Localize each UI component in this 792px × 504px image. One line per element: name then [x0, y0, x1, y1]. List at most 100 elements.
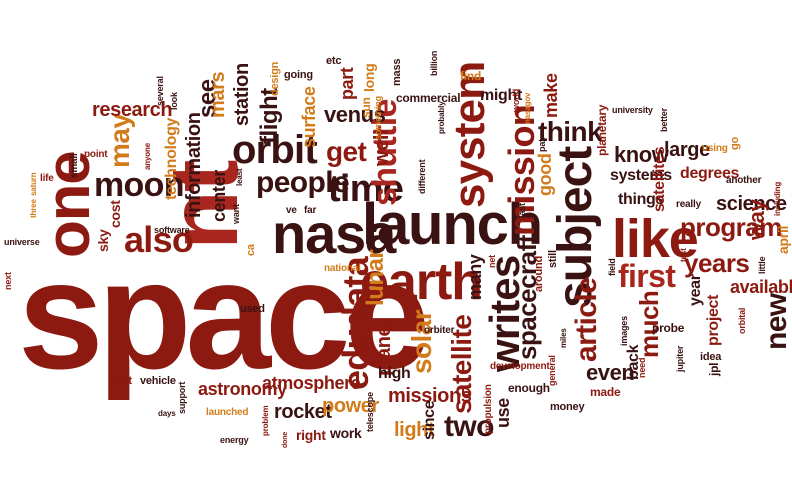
word-large: large — [664, 139, 710, 161]
word-think: think — [538, 116, 603, 147]
word-even: even — [586, 360, 635, 385]
word-done: done — [282, 431, 289, 448]
word-ve: ve — [286, 205, 297, 216]
word-test: test — [679, 248, 688, 262]
word-software: software — [154, 225, 190, 235]
word-look: look — [169, 92, 179, 110]
word-idea: idea — [700, 351, 722, 363]
word-go: go — [729, 137, 741, 150]
word-saturn: saturn — [29, 172, 38, 197]
word-orbit: orbit — [232, 128, 318, 172]
word-moon: moon — [94, 166, 185, 204]
word-project: project — [705, 294, 722, 346]
word-commercial: commercial — [396, 91, 461, 105]
word-things: things — [618, 191, 665, 208]
word-enough: enough — [508, 381, 550, 395]
word-design: design — [269, 61, 281, 96]
word-also: also — [124, 219, 194, 260]
word-sun: sun — [359, 97, 373, 118]
word-use: use — [493, 398, 513, 428]
word-flight: flight — [256, 88, 283, 144]
word-rocket: rocket — [274, 401, 332, 423]
word-may: may — [104, 113, 135, 168]
word-last: last — [517, 203, 527, 218]
word-might: might — [480, 87, 522, 104]
word-spacecraft: spacecraft — [512, 235, 542, 360]
word-going: going — [284, 69, 313, 81]
word-venus: venus — [324, 102, 386, 127]
word-made: made — [590, 385, 621, 399]
word-system: system — [445, 61, 494, 208]
word-different: different — [417, 159, 427, 194]
word-net: net — [487, 255, 497, 268]
word-station: station — [231, 63, 253, 126]
word-atmosphere: atmosphere — [262, 373, 361, 393]
word-jupiter: jupiter — [675, 345, 685, 372]
word-center: center — [209, 170, 229, 222]
word-many: many — [465, 254, 485, 300]
word-anyone: anyone — [143, 142, 152, 170]
word-billion: billion — [429, 50, 439, 76]
word-program: program — [680, 212, 782, 242]
word-using: using — [702, 143, 728, 154]
word-work: work — [330, 425, 362, 441]
word-good: good — [535, 153, 555, 196]
word-days: days — [158, 409, 176, 418]
word-etc: etc — [326, 55, 342, 67]
word-degrees: degrees — [680, 165, 740, 182]
word-hst: hst — [116, 375, 132, 387]
word-april: april — [775, 225, 791, 254]
word-since: since — [421, 400, 438, 440]
word-time: time — [328, 168, 404, 210]
word-cost: cost — [107, 200, 123, 228]
word-money: money — [550, 401, 585, 413]
word-general: general — [547, 355, 557, 386]
word-launch: launch — [362, 192, 543, 257]
word-several: several — [155, 76, 165, 106]
word-solar: solar — [406, 309, 437, 374]
word-three: three — [29, 199, 38, 218]
word-information: information — [183, 112, 205, 218]
word-high: high — [378, 365, 411, 382]
word-power: power — [322, 395, 379, 417]
word-launched: launched — [206, 407, 249, 418]
word-science: science — [716, 193, 787, 215]
word-used: used — [240, 303, 265, 315]
word-orbiter: orbiter — [424, 325, 455, 336]
word-research: research — [92, 99, 173, 121]
word-missions: missions — [388, 385, 472, 407]
word-still: still — [547, 250, 559, 268]
word-jpl: jpl — [707, 362, 721, 376]
word-least: least — [235, 168, 244, 186]
word-far: far — [304, 205, 317, 216]
word-propulsion: propulsion — [483, 384, 494, 434]
word-technology: technology — [163, 117, 180, 200]
word-life: life — [40, 173, 54, 184]
word-better: better — [659, 108, 669, 132]
word-probe: probe — [652, 321, 685, 335]
word-development: development — [490, 361, 550, 372]
word-field: field — [607, 258, 617, 276]
word-orbital: orbital — [737, 307, 747, 334]
word-need: need — [637, 357, 647, 378]
word-really: really — [676, 199, 701, 210]
word-problem: problem — [261, 405, 270, 436]
word-year: year — [687, 274, 704, 306]
word-ca: ca — [245, 244, 257, 256]
word-mass: mass — [391, 58, 403, 86]
word-know: know — [614, 142, 669, 167]
word-want: want — [231, 204, 241, 224]
word-people: people — [256, 166, 350, 199]
word-another: another — [726, 175, 762, 186]
word-space: space — [18, 229, 430, 401]
word-astronomy: astronomy — [198, 379, 287, 399]
word-right: right — [296, 427, 326, 443]
word-telescope: telescope — [365, 392, 375, 432]
word-around: around — [533, 256, 545, 292]
word-first: first — [618, 258, 676, 294]
word-small: small — [69, 153, 80, 178]
word-systems: systems — [610, 167, 672, 184]
word-sky: sky — [95, 229, 111, 252]
